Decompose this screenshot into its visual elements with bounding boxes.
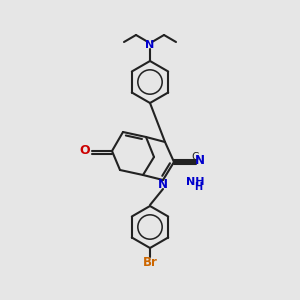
Text: NH: NH xyxy=(186,177,205,187)
Text: N: N xyxy=(146,40,154,50)
Text: Br: Br xyxy=(142,256,158,268)
Text: N: N xyxy=(158,178,168,191)
Text: H: H xyxy=(194,182,202,192)
Text: N: N xyxy=(195,154,205,167)
Text: O: O xyxy=(80,145,90,158)
Text: C: C xyxy=(191,152,199,162)
